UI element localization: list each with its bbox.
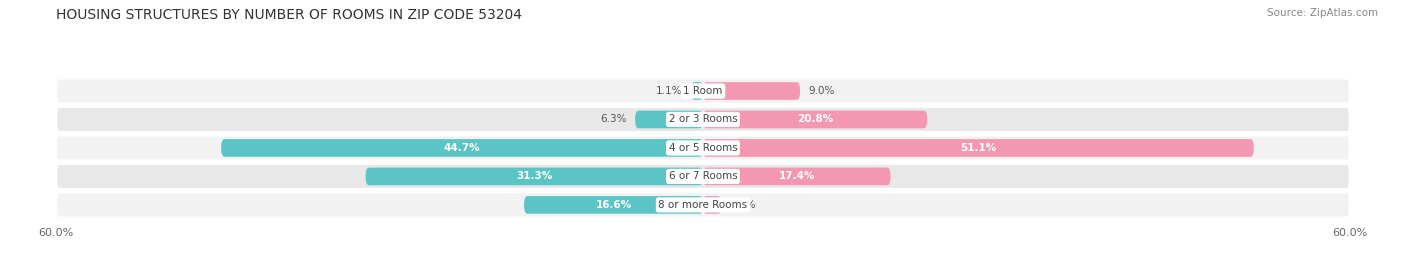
FancyBboxPatch shape bbox=[366, 168, 703, 185]
FancyBboxPatch shape bbox=[703, 82, 800, 100]
Text: HOUSING STRUCTURES BY NUMBER OF ROOMS IN ZIP CODE 53204: HOUSING STRUCTURES BY NUMBER OF ROOMS IN… bbox=[56, 8, 522, 22]
Text: 4 or 5 Rooms: 4 or 5 Rooms bbox=[669, 143, 737, 153]
Text: 17.4%: 17.4% bbox=[779, 171, 815, 181]
FancyBboxPatch shape bbox=[524, 196, 703, 214]
FancyBboxPatch shape bbox=[703, 139, 1254, 157]
Text: 44.7%: 44.7% bbox=[444, 143, 481, 153]
Text: 8 or more Rooms: 8 or more Rooms bbox=[658, 200, 748, 210]
FancyBboxPatch shape bbox=[56, 79, 1350, 104]
FancyBboxPatch shape bbox=[56, 192, 1350, 217]
Text: Source: ZipAtlas.com: Source: ZipAtlas.com bbox=[1267, 8, 1378, 18]
Text: 1 Room: 1 Room bbox=[683, 86, 723, 96]
Text: 31.3%: 31.3% bbox=[516, 171, 553, 181]
FancyBboxPatch shape bbox=[703, 111, 927, 128]
Text: 9.0%: 9.0% bbox=[808, 86, 835, 96]
FancyBboxPatch shape bbox=[692, 82, 703, 100]
Text: 51.1%: 51.1% bbox=[960, 143, 997, 153]
Text: 1.1%: 1.1% bbox=[657, 86, 682, 96]
FancyBboxPatch shape bbox=[56, 164, 1350, 189]
Text: 20.8%: 20.8% bbox=[797, 115, 834, 125]
Text: 1.7%: 1.7% bbox=[730, 200, 756, 210]
Text: 6 or 7 Rooms: 6 or 7 Rooms bbox=[669, 171, 737, 181]
Text: 16.6%: 16.6% bbox=[595, 200, 631, 210]
FancyBboxPatch shape bbox=[636, 111, 703, 128]
FancyBboxPatch shape bbox=[56, 107, 1350, 132]
FancyBboxPatch shape bbox=[703, 196, 721, 214]
FancyBboxPatch shape bbox=[221, 139, 703, 157]
Text: 6.3%: 6.3% bbox=[600, 115, 627, 125]
FancyBboxPatch shape bbox=[56, 135, 1350, 161]
Text: 2 or 3 Rooms: 2 or 3 Rooms bbox=[669, 115, 737, 125]
FancyBboxPatch shape bbox=[703, 168, 890, 185]
